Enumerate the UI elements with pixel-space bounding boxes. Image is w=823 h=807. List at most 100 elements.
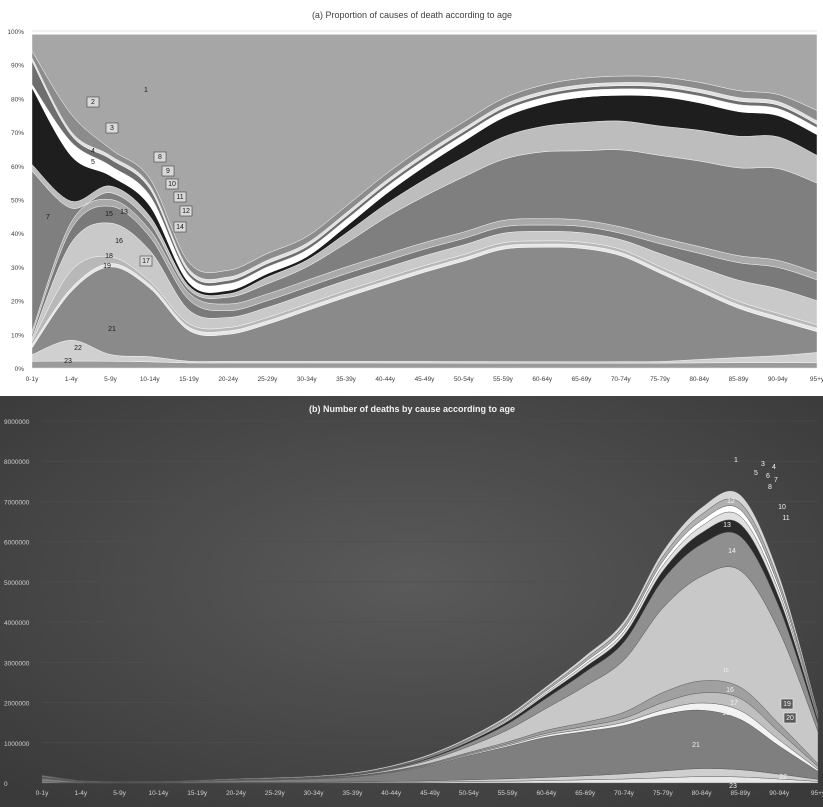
y-tick-label: 4000000	[4, 620, 30, 627]
series-label: 8	[768, 484, 772, 491]
y-tick-label: 5000000	[4, 580, 30, 587]
series-label: 5	[754, 470, 758, 477]
x-tick-label: 70-74y	[611, 376, 632, 383]
x-tick-label: 90-94y	[768, 376, 789, 383]
series-label-box	[173, 221, 187, 233]
y-tick-label: 8000000	[4, 459, 30, 466]
series-label: 5	[91, 159, 95, 166]
x-tick-label: 90-94y	[769, 790, 790, 797]
series-label: 23	[64, 358, 72, 365]
y-tick-label: 90%	[11, 63, 24, 70]
series-label: 21	[108, 326, 116, 333]
series-label: 16	[726, 687, 734, 694]
series-label: 10	[778, 504, 786, 511]
series-label: 22	[74, 345, 82, 352]
series-label-box	[179, 205, 193, 217]
series-label: 21	[692, 742, 700, 749]
x-tick-label: 30-34y	[304, 790, 325, 797]
series-label: 18	[722, 710, 730, 717]
x-tick-label: 40-44y	[381, 790, 402, 797]
chart-a-title: (a) Proportion of causes of death accord…	[312, 10, 512, 20]
series-label: 4	[91, 148, 95, 155]
chart-b-title: (b) Number of deaths by cause according …	[309, 404, 515, 414]
x-tick-label: 35-39y	[336, 376, 357, 383]
x-tick-label: 75-79y	[653, 790, 674, 797]
series-label: 1	[144, 87, 148, 94]
y-tick-label: 2000000	[4, 701, 30, 708]
series-label: 15	[105, 211, 113, 218]
series-label: 23	[729, 783, 737, 790]
x-tick-label: 30-34y	[297, 376, 318, 383]
series-label: 12	[727, 498, 735, 505]
x-tick-label: 5-9y	[113, 790, 126, 797]
x-tick-label: 65-69y	[575, 790, 596, 797]
x-tick-label: 60-64y	[536, 790, 557, 797]
series-label: 9	[166, 168, 170, 175]
series-label: 6	[766, 473, 770, 480]
y-tick-label: 30%	[11, 265, 24, 272]
y-tick-label: 9000000	[4, 419, 30, 426]
series-label: 20	[786, 715, 794, 722]
series-label-box	[153, 151, 167, 163]
series-area-1-4	[41, 490, 819, 783]
series-label: 10	[168, 181, 176, 188]
series-label-box	[139, 255, 153, 267]
x-tick-label: 1-4y	[74, 790, 87, 797]
y-tick-label: 70%	[11, 130, 24, 137]
series-label-box	[86, 96, 100, 108]
series-label: 6	[102, 181, 106, 188]
x-tick-label: 55-59y	[498, 790, 519, 797]
x-tick-label: 65-69y	[572, 376, 593, 383]
y-tick-label: 1000000	[4, 741, 30, 748]
x-tick-label: 45-49y	[415, 376, 436, 383]
x-tick-label: 85-89y	[729, 376, 750, 383]
x-tick-label: 20-24y	[226, 790, 247, 797]
series-label: 14	[176, 224, 184, 231]
series-label: 15	[723, 668, 729, 674]
series-label: 16	[115, 238, 123, 245]
y-tick-label: 0%	[15, 366, 25, 373]
series-label: 13	[120, 209, 128, 216]
chart-a: (a) Proportion of causes of death accord…	[0, 0, 823, 392]
y-tick-label: 20%	[11, 299, 24, 306]
x-tick-label: 95+y	[810, 376, 823, 383]
series-label: 22	[779, 774, 787, 781]
series-area-1	[31, 34, 818, 273]
series-label-box	[165, 178, 179, 190]
x-tick-label: 15-19y	[187, 790, 208, 797]
x-tick-label: 10-14y	[140, 376, 161, 383]
series-label: 8	[158, 154, 162, 161]
series-label: 14	[728, 548, 736, 555]
x-tick-label: 95+y	[811, 790, 823, 797]
y-tick-label: 50%	[11, 198, 24, 205]
series-label: 7	[46, 214, 50, 221]
y-tick-label: 10%	[11, 332, 24, 339]
x-tick-label: 85-89y	[730, 790, 751, 797]
series-label: 11	[782, 515, 789, 522]
x-tick-label: 50-54y	[459, 790, 480, 797]
y-tick-label: 7000000	[4, 499, 30, 506]
x-tick-label: 50-54y	[454, 376, 475, 383]
x-tick-label: 1-4y	[65, 376, 78, 383]
x-tick-label: 15-19y	[179, 376, 200, 383]
series-label: 7	[774, 477, 778, 484]
series-label: 3	[110, 125, 114, 132]
x-tick-label: 5-9y	[104, 376, 117, 383]
x-tick-label: 0-1y	[26, 376, 39, 383]
series-label: 17	[142, 258, 150, 265]
y-tick-label: 6000000	[4, 540, 30, 547]
x-tick-label: 10-14y	[148, 790, 169, 797]
series-label: 19	[783, 701, 791, 708]
series-label-box	[173, 191, 187, 203]
series-label: 2	[91, 99, 95, 106]
x-tick-label: 25-29y	[265, 790, 286, 797]
x-tick-label: 35-39y	[342, 790, 363, 797]
y-tick-label: 3000000	[4, 660, 30, 667]
x-tick-label: 45-49y	[420, 790, 441, 797]
x-tick-label: 70-74y	[614, 790, 635, 797]
series-label: 12	[182, 208, 190, 215]
x-tick-label: 60-64y	[532, 376, 553, 383]
series-label: 1	[734, 457, 738, 464]
x-tick-label: 20-24y	[218, 376, 239, 383]
x-tick-label: 80-84y	[689, 376, 710, 383]
